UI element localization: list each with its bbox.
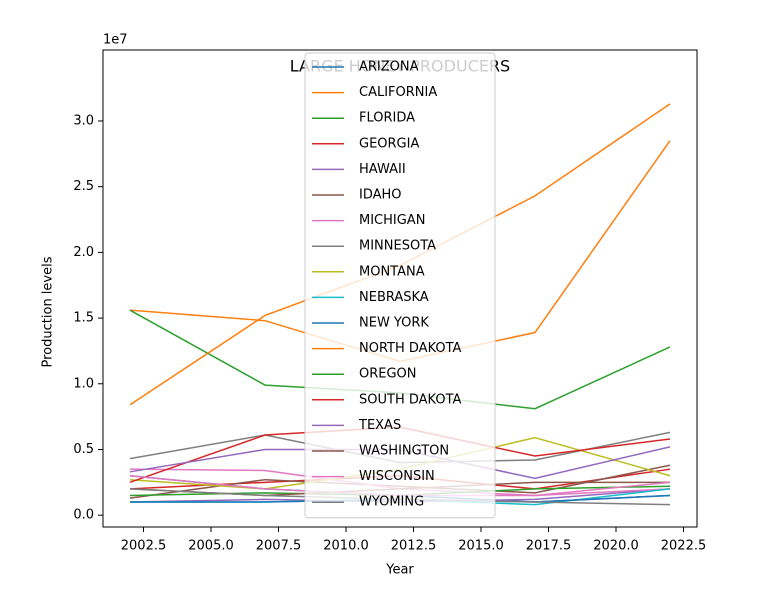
y-tick-label: 2.0 (73, 245, 94, 260)
x-tick-label: 2005.0 (188, 539, 234, 554)
legend-label: IDAHO (359, 188, 402, 203)
y-tick-label: 1.5 (73, 311, 94, 326)
legend-label: GEORGIA (359, 136, 419, 151)
x-tick-label: 2012.5 (391, 539, 437, 554)
legend-label: WISCONSIN (359, 469, 435, 484)
x-tick-label: 2022.5 (661, 539, 707, 554)
legend-label: MINNESOTA (359, 239, 436, 254)
legend-label: WASHINGTON (359, 444, 449, 459)
legend-label: NORTH DAKOTA (359, 341, 462, 356)
y-tick-label: 0.0 (73, 508, 94, 523)
y-tick-label: 2.5 (73, 179, 94, 194)
y-axis-label: Production levels (41, 256, 56, 367)
legend-box (304, 52, 496, 519)
legend: ARIZONA CALIFORNIA FLORIDA GEORGIA HAWAII IDA… (304, 52, 496, 519)
x-tick-label: 2017.5 (526, 539, 572, 554)
y-tick-label: 3.0 (73, 113, 94, 128)
legend-label: HAWAII (359, 162, 406, 177)
plot-frame (102, 49, 698, 528)
x-tick-label: 2010.0 (323, 539, 369, 554)
legend-label: MONTANA (359, 264, 425, 279)
y-tick-label: 0.5 (73, 442, 94, 457)
x-tick-label: 2007.5 (256, 539, 302, 554)
legend-label: NEBRASKA (359, 290, 429, 305)
legend-label: NEW YORK (359, 316, 429, 331)
legend-label: SOUTH DAKOTA (359, 392, 462, 407)
legend-label: ARIZONA (359, 60, 419, 75)
x-tick-label: 2020.0 (593, 539, 639, 554)
y-tick-label: 1.0 (73, 376, 94, 391)
x-tick-label: 2015.0 (458, 539, 504, 554)
x-axis-label: Year (385, 563, 414, 578)
legend-label: WYOMING (359, 495, 424, 510)
legend-label: MICHIGAN (359, 213, 425, 228)
legend-label: TEXAS (358, 418, 401, 433)
legend-label: CALIFORNIA (359, 85, 437, 100)
legend-label: FLORIDA (359, 111, 415, 126)
y-offset-label: 1e7 (103, 33, 128, 48)
x-tick-label: 2002.5 (121, 539, 167, 554)
legend-label: OREGON (359, 367, 417, 382)
